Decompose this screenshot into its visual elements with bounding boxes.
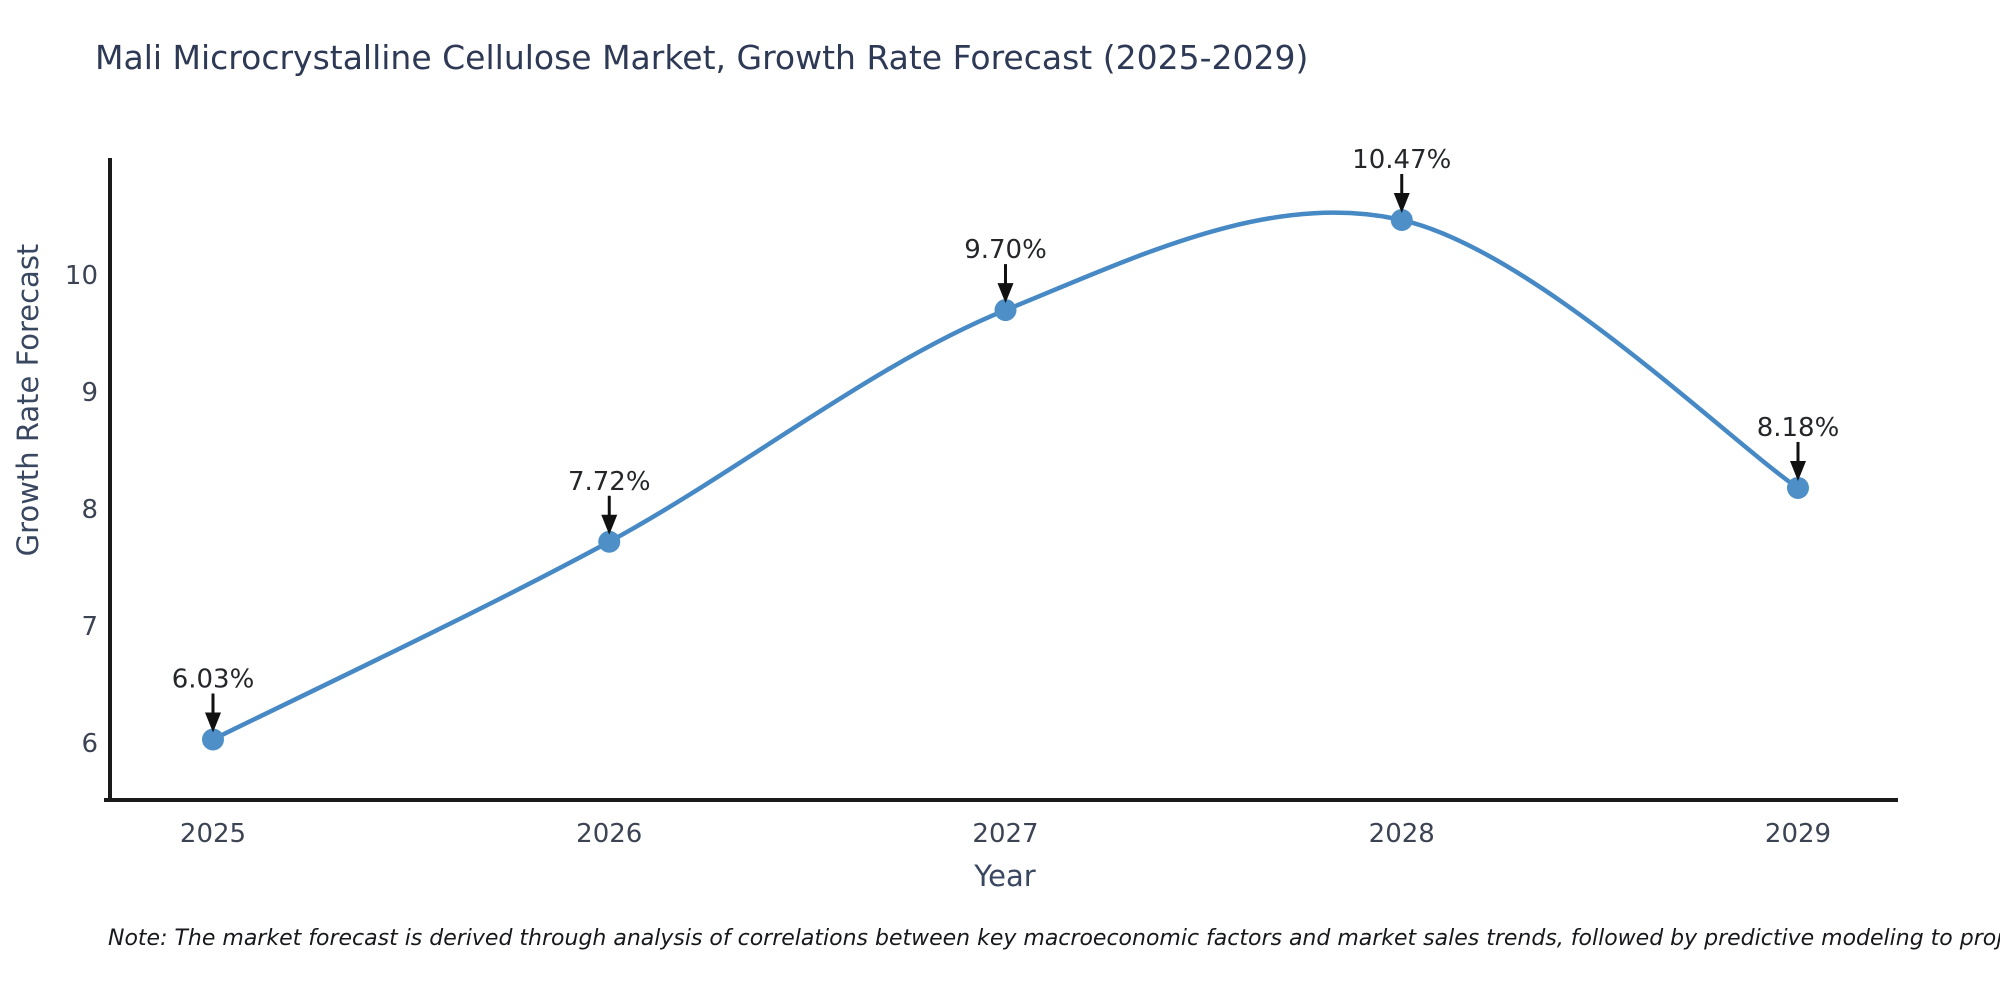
- chart-title: Mali Microcrystalline Cellulose Market, …: [95, 38, 1309, 77]
- y-tick-label: 8: [81, 495, 98, 525]
- x-tick-label: 2026: [576, 819, 642, 849]
- x-tick-label: 2028: [1369, 819, 1435, 849]
- annotation-arrow: [205, 712, 221, 733]
- annotation-label: 9.70%: [964, 235, 1047, 265]
- annotation-arrow: [1790, 460, 1806, 481]
- x-tick-label: 2027: [972, 819, 1038, 849]
- data-point-marker: [202, 728, 224, 751]
- y-tick-label: 10: [65, 261, 98, 291]
- data-point-marker: [1787, 476, 1809, 499]
- x-tick-label: 2025: [180, 819, 246, 849]
- x-tick-label: 2029: [1765, 819, 1831, 849]
- annotation-arrow: [1393, 193, 1410, 214]
- annotation-label: 7.72%: [568, 467, 651, 497]
- y-tick-label: 9: [81, 378, 98, 408]
- annotation-arrow: [997, 283, 1014, 304]
- footnote: Note: The market forecast is derived thr…: [108, 926, 2000, 951]
- annotation-label: 10.47%: [1352, 145, 1451, 175]
- annotation-label: 8.18%: [1757, 413, 1840, 443]
- annotation-arrow: [601, 514, 618, 535]
- annotation-label: 6.03%: [172, 664, 255, 694]
- y-tick-label: 6: [81, 729, 98, 759]
- x-axis-title: Year: [974, 859, 1036, 893]
- data-point-marker: [598, 530, 621, 553]
- data-point-marker: [994, 299, 1017, 322]
- y-tick-label: 7: [81, 612, 98, 642]
- data-point-marker: [1390, 209, 1413, 232]
